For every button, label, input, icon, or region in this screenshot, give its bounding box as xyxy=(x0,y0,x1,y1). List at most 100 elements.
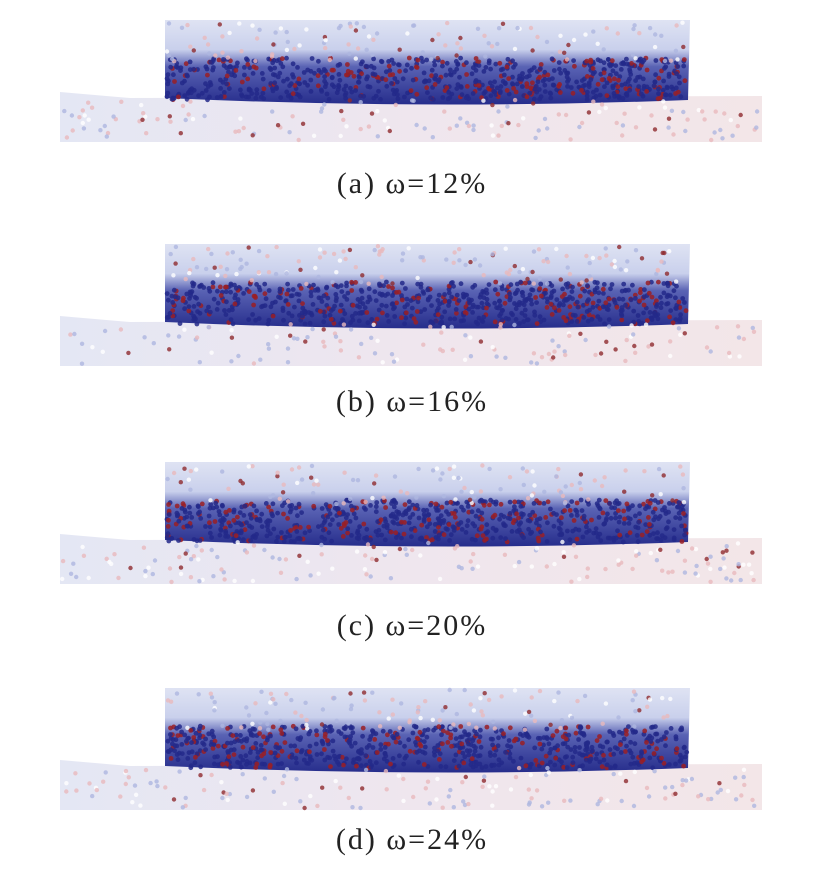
particle xyxy=(266,346,272,351)
particle xyxy=(302,308,307,314)
particle xyxy=(297,81,302,87)
particle xyxy=(475,753,481,759)
particle xyxy=(579,280,584,285)
particle xyxy=(218,94,224,99)
particle xyxy=(225,55,231,60)
particle xyxy=(673,91,678,96)
particle xyxy=(229,328,234,333)
particle xyxy=(410,730,416,736)
particle xyxy=(339,754,345,760)
particle xyxy=(637,708,642,713)
particle xyxy=(191,256,196,262)
particle xyxy=(261,86,267,92)
particle xyxy=(673,515,679,520)
particle xyxy=(675,548,681,554)
particle xyxy=(464,84,470,89)
particle xyxy=(188,765,194,771)
particle xyxy=(213,53,218,58)
particle xyxy=(152,558,158,563)
particle xyxy=(652,127,658,132)
particle xyxy=(585,318,591,324)
particle xyxy=(246,94,252,100)
particle xyxy=(363,553,368,558)
particle xyxy=(305,335,310,340)
particle xyxy=(378,97,383,102)
particle xyxy=(730,133,735,138)
particle xyxy=(630,754,636,760)
particle xyxy=(150,571,155,577)
particle xyxy=(523,280,528,286)
particle xyxy=(381,495,386,500)
particle xyxy=(327,312,333,318)
particle xyxy=(440,471,445,476)
particle xyxy=(495,743,501,749)
particle xyxy=(612,764,618,770)
particle xyxy=(563,296,568,302)
particle xyxy=(670,569,675,574)
particle xyxy=(259,71,265,76)
particle xyxy=(482,33,487,38)
particle xyxy=(498,501,504,507)
particle xyxy=(179,751,185,756)
particle xyxy=(273,30,278,35)
particle xyxy=(176,518,182,524)
particle xyxy=(343,90,349,96)
particle xyxy=(206,731,212,737)
particle xyxy=(481,502,487,508)
particle xyxy=(361,690,367,695)
particle xyxy=(195,309,201,314)
particle xyxy=(647,522,652,527)
particle xyxy=(189,515,195,520)
particle xyxy=(584,89,590,95)
particle xyxy=(294,291,300,297)
particle xyxy=(475,321,481,327)
particle xyxy=(366,743,372,748)
particle xyxy=(394,300,399,306)
particle xyxy=(529,796,534,801)
particle xyxy=(482,89,488,95)
particle xyxy=(428,502,433,508)
particle xyxy=(581,516,587,522)
particle xyxy=(361,521,367,527)
particle xyxy=(171,72,176,78)
particle xyxy=(506,91,512,97)
particle xyxy=(270,52,275,57)
particle xyxy=(319,722,325,727)
particle xyxy=(397,68,402,74)
particle xyxy=(284,767,290,772)
particle xyxy=(751,329,757,334)
particle xyxy=(573,730,579,736)
particle xyxy=(541,501,547,506)
particle xyxy=(102,328,108,334)
particle xyxy=(379,532,384,538)
particle xyxy=(285,346,291,351)
particle xyxy=(322,250,327,255)
particle xyxy=(570,312,576,318)
particle xyxy=(464,72,469,77)
particle xyxy=(671,288,677,294)
particle xyxy=(197,723,203,729)
particle xyxy=(444,85,450,90)
particle xyxy=(654,298,659,304)
particle xyxy=(562,291,567,297)
particle xyxy=(198,764,204,770)
particle xyxy=(282,535,287,540)
particle xyxy=(189,740,194,745)
particle xyxy=(322,102,327,107)
particle xyxy=(678,507,684,512)
particle xyxy=(383,69,389,75)
particle xyxy=(68,571,74,576)
particle xyxy=(349,313,355,319)
particle xyxy=(493,784,499,789)
particle xyxy=(543,753,549,759)
particle xyxy=(403,546,408,552)
particle xyxy=(386,284,391,289)
particle xyxy=(364,310,370,315)
particle xyxy=(676,299,682,305)
particle xyxy=(244,794,250,800)
particle xyxy=(720,550,725,555)
particle xyxy=(194,543,199,549)
particle xyxy=(440,63,445,69)
particle xyxy=(563,282,569,287)
particle xyxy=(684,778,689,783)
